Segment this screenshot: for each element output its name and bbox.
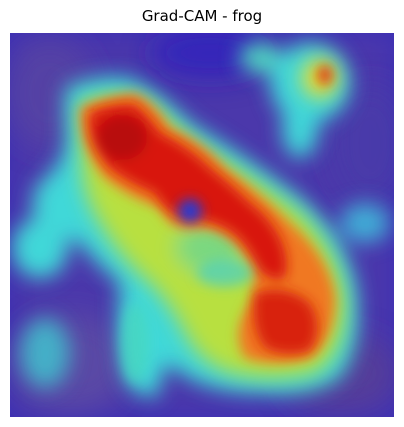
heatmap-overlay: [10, 33, 394, 417]
gradcam-heatmap-image: [10, 33, 394, 417]
figure-title: Grad-CAM - frog: [141, 7, 263, 25]
